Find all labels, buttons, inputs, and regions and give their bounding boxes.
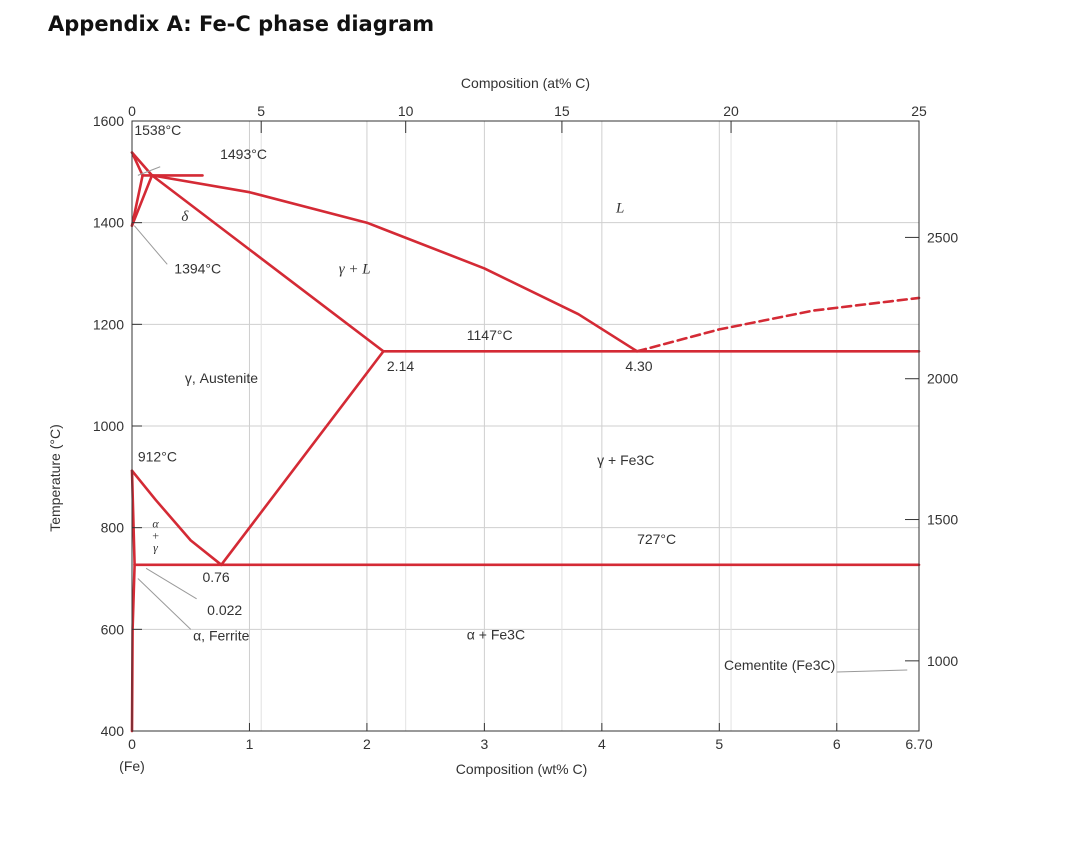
grid-layer [132,121,919,731]
x-tick-label: 6 [833,736,841,752]
x-tick-label: 2 [363,736,371,752]
phase-line-liquidus-gamma [150,174,639,353]
label-L: L [615,201,624,217]
right-tick-label: 2500 [927,229,958,245]
x-tick-label: 0 [128,736,136,752]
phase-boundaries [130,151,921,733]
label-1538: 1538°C [134,122,181,138]
label-1147: 1147°C [467,327,513,343]
label-1394: 1394°C [174,261,221,277]
leader-line [133,225,168,265]
leader-line [145,567,197,600]
x-sub-label: (Fe) [119,758,145,774]
right-tick-label: 1000 [927,653,958,669]
phase-line-liquidus-cementite [635,296,921,353]
label-4-30: 4.30 [625,358,652,374]
region-labels: 1538°C 1493°C δ L 1394°C γ + L 1147°C 2.14 4.30 γ… [133,122,908,673]
label-ferrite: α, Ferrite [193,628,250,644]
label-alpha-fe3c: α + Fe3C [467,627,525,643]
phase-line-acm-line [220,349,385,567]
x-tick-label: 3 [480,736,488,752]
x-tick-label: 1 [246,736,254,752]
y-axis-title: Temperature (°C) [47,424,63,532]
label-cementite: Cementite (Fe3C) [724,657,835,673]
label-delta: δ [181,209,189,225]
top-tick-label: 0 [128,103,136,119]
phase-line-solidus-gamma [150,174,385,353]
y-tick-label: 1400 [93,215,124,231]
y-tick-label: 1200 [93,316,124,332]
right-tick-label: 2000 [927,371,958,387]
right-tick-label: 1500 [927,512,958,528]
top-tick-label: 5 [257,103,265,119]
y-tick-label: 400 [101,723,125,739]
label-727: 727°C [637,531,676,547]
leader-line [137,578,192,630]
label-gamma-fe3c: γ + Fe3C [597,452,654,468]
leader-line [137,166,161,176]
x-tick-label: 5 [715,736,723,752]
y-tick-label: 1000 [93,418,124,434]
y-tick-label: 1600 [93,113,124,129]
top-tick-label: 20 [723,103,739,119]
y-tick-label: 600 [101,621,125,637]
label-austenite: γ, Austenite [185,370,258,386]
label-gamma-L: γ + L [339,262,371,278]
phase-line-a3-line [130,469,223,567]
label-alpha-plus-gamma: α + γ [151,517,159,555]
top-tick-label: 15 [554,103,570,119]
label-1493: 1493°C [220,146,267,162]
x-tick-label: 6.70 [905,736,932,752]
top-tick-label: 10 [398,103,414,119]
leader-line [836,669,908,673]
x-tick-label: 4 [598,736,606,752]
phase-line-delta-gamma-upper [130,174,144,227]
label-912: 912°C [138,449,177,465]
y-tick-label: 800 [101,520,125,536]
x-axis-title: Composition (wt% C) [456,761,587,777]
top-tick-label: 25 [911,103,927,119]
phase-line-delta-gamma-lower [130,174,154,227]
page-heading: Appendix A: Fe-C phase diagram [48,12,435,36]
label-2-14: 2.14 [387,358,414,374]
label-0-76: 0.76 [202,569,229,585]
axes: 0 1 2 3 4 5 6 6.70 (Fe) Composition (wt% C) 400 600… [47,75,958,777]
label-0-022: 0.022 [207,602,242,618]
top-axis-title: Composition (at% C) [461,75,590,91]
